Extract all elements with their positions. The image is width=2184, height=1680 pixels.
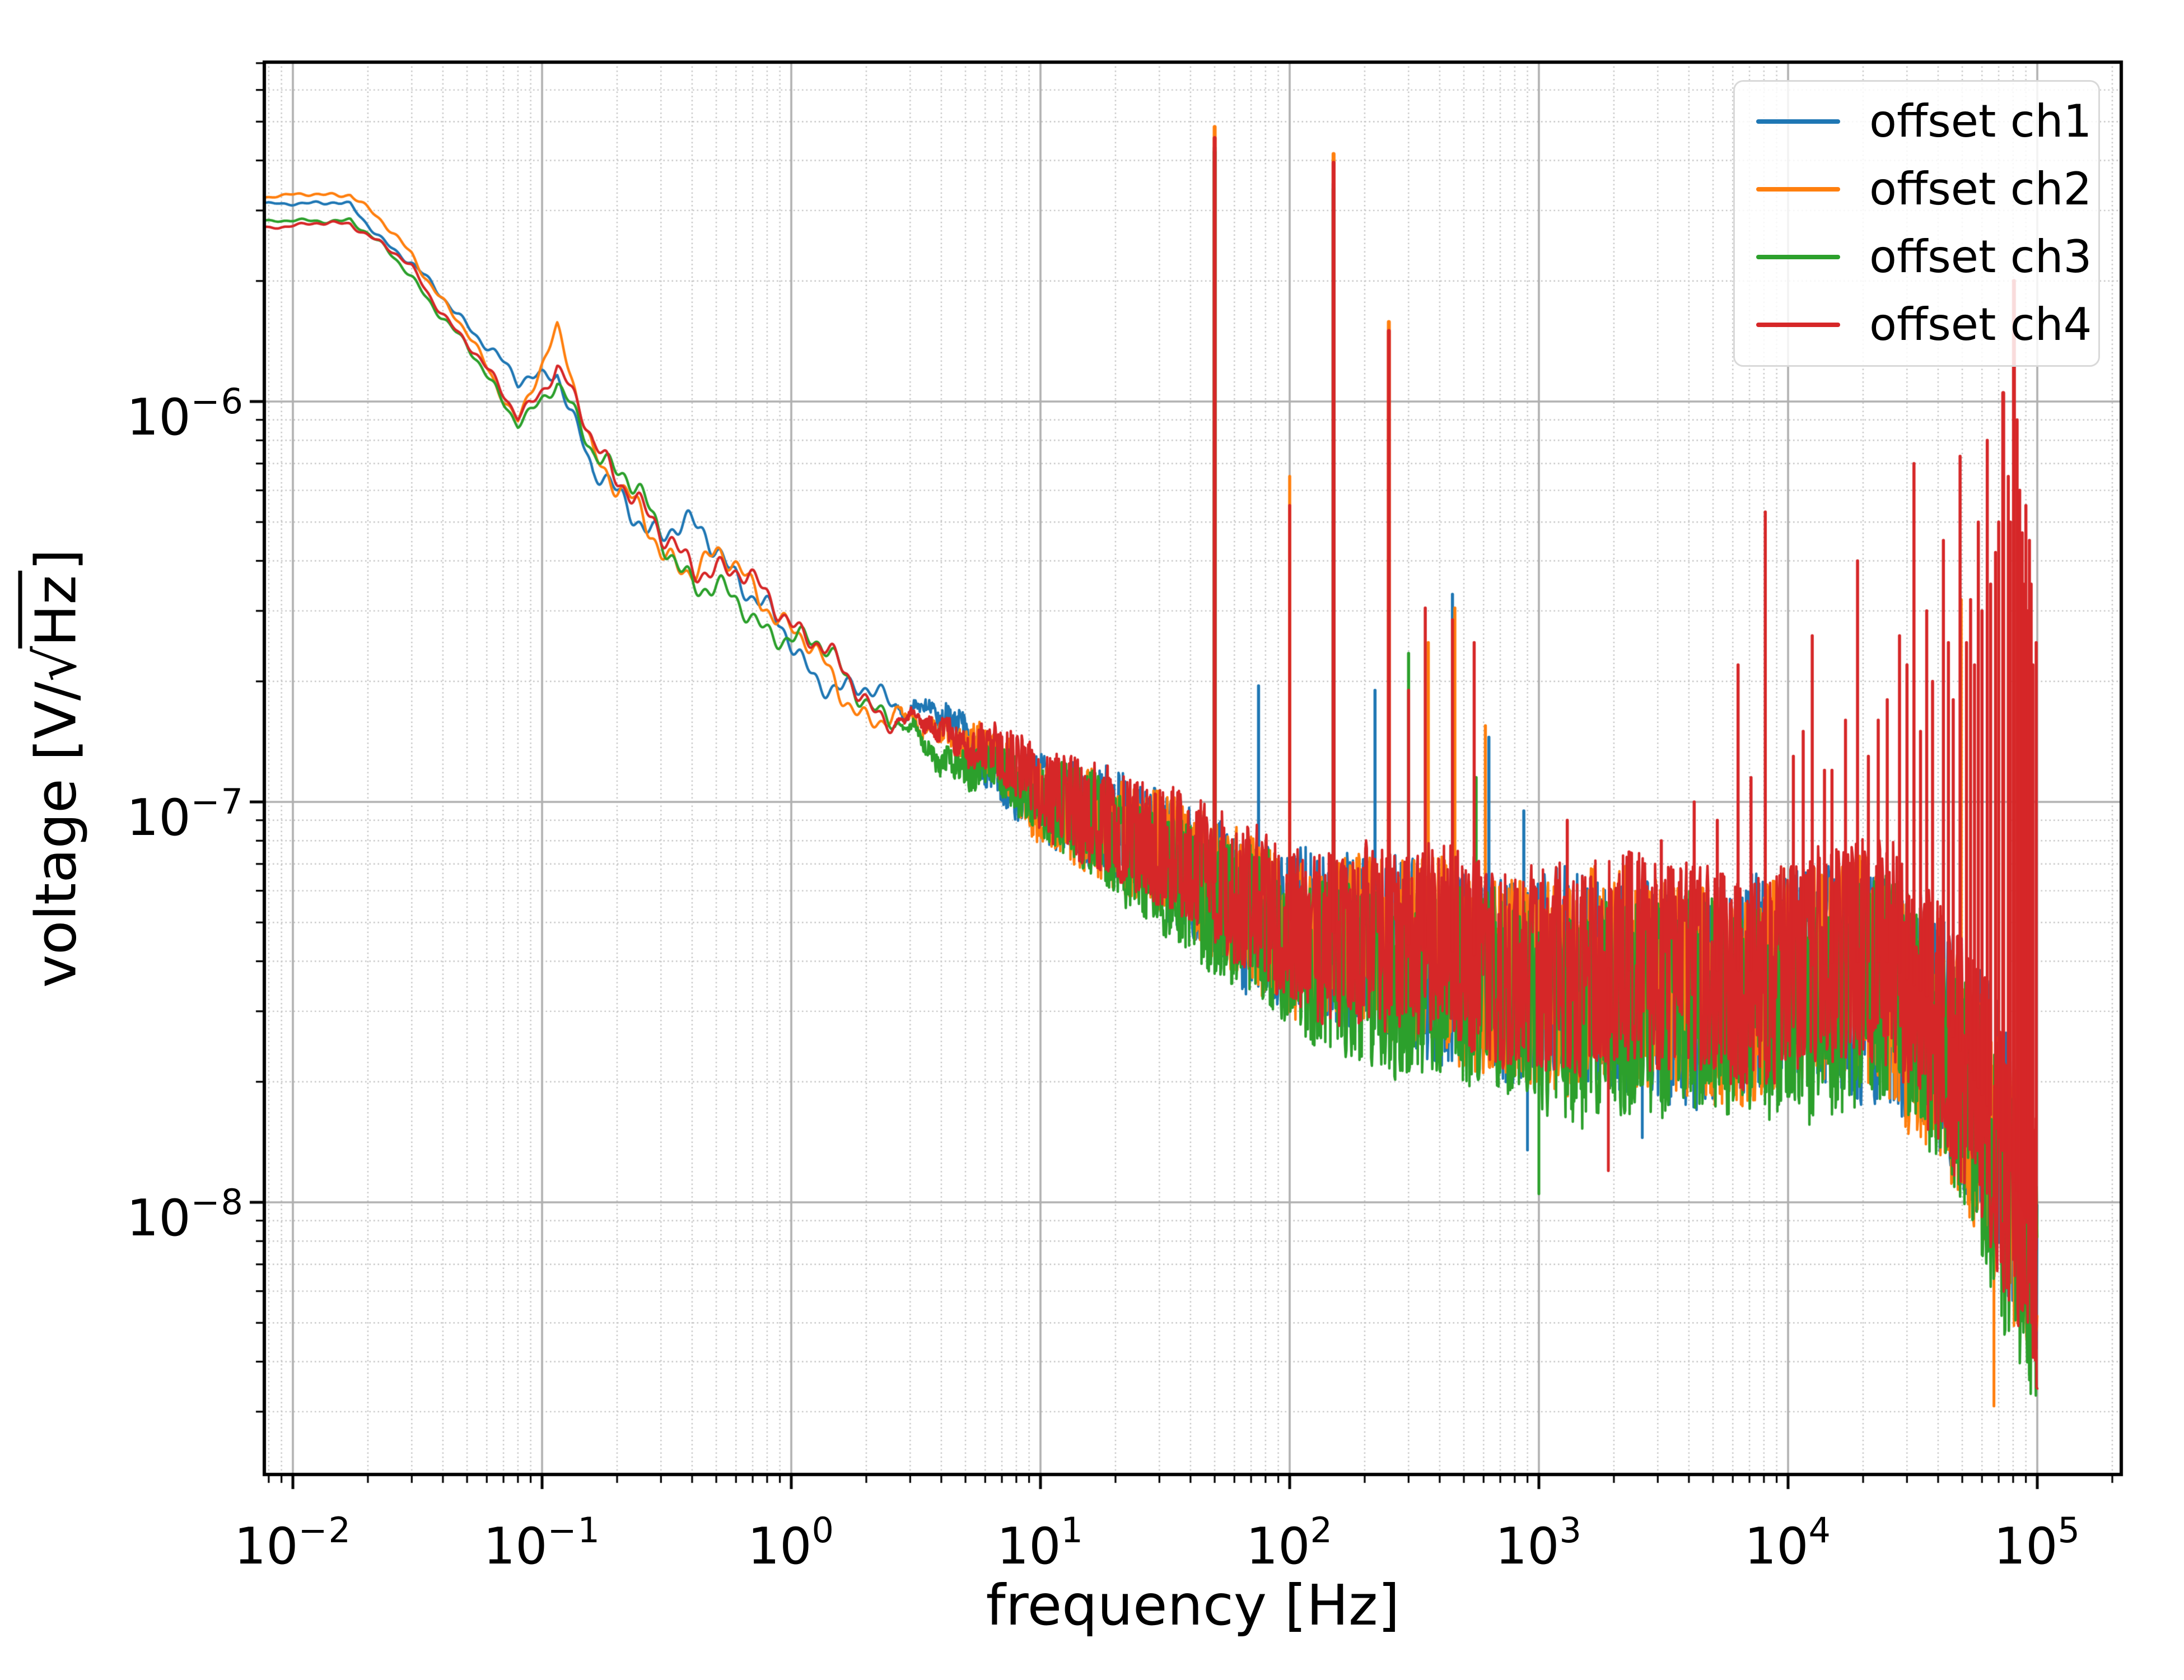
plot-canvas [0,0,2184,1680]
figure: 10−2 10−1 100 101 102 103 104 105 10−6 10−7 10−8 … [0,0,2184,1680]
